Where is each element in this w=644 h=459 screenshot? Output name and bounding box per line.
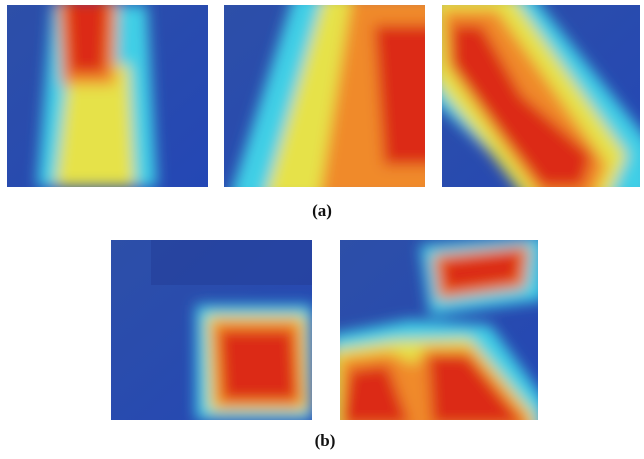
caption: (b) xyxy=(315,431,336,450)
figure: (a) (b) xyxy=(0,0,644,459)
heatmap-image xyxy=(432,0,644,200)
heatmap-image xyxy=(224,0,439,200)
heatmap-image xyxy=(330,235,545,435)
caption: (a) xyxy=(312,201,332,220)
heatmap-image xyxy=(111,240,312,420)
heatmap-image xyxy=(7,0,208,187)
